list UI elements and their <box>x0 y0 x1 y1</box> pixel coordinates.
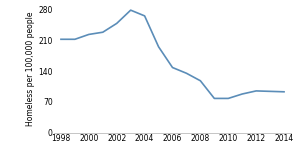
Y-axis label: Homeless per 100,000 people: Homeless per 100,000 people <box>26 12 35 126</box>
